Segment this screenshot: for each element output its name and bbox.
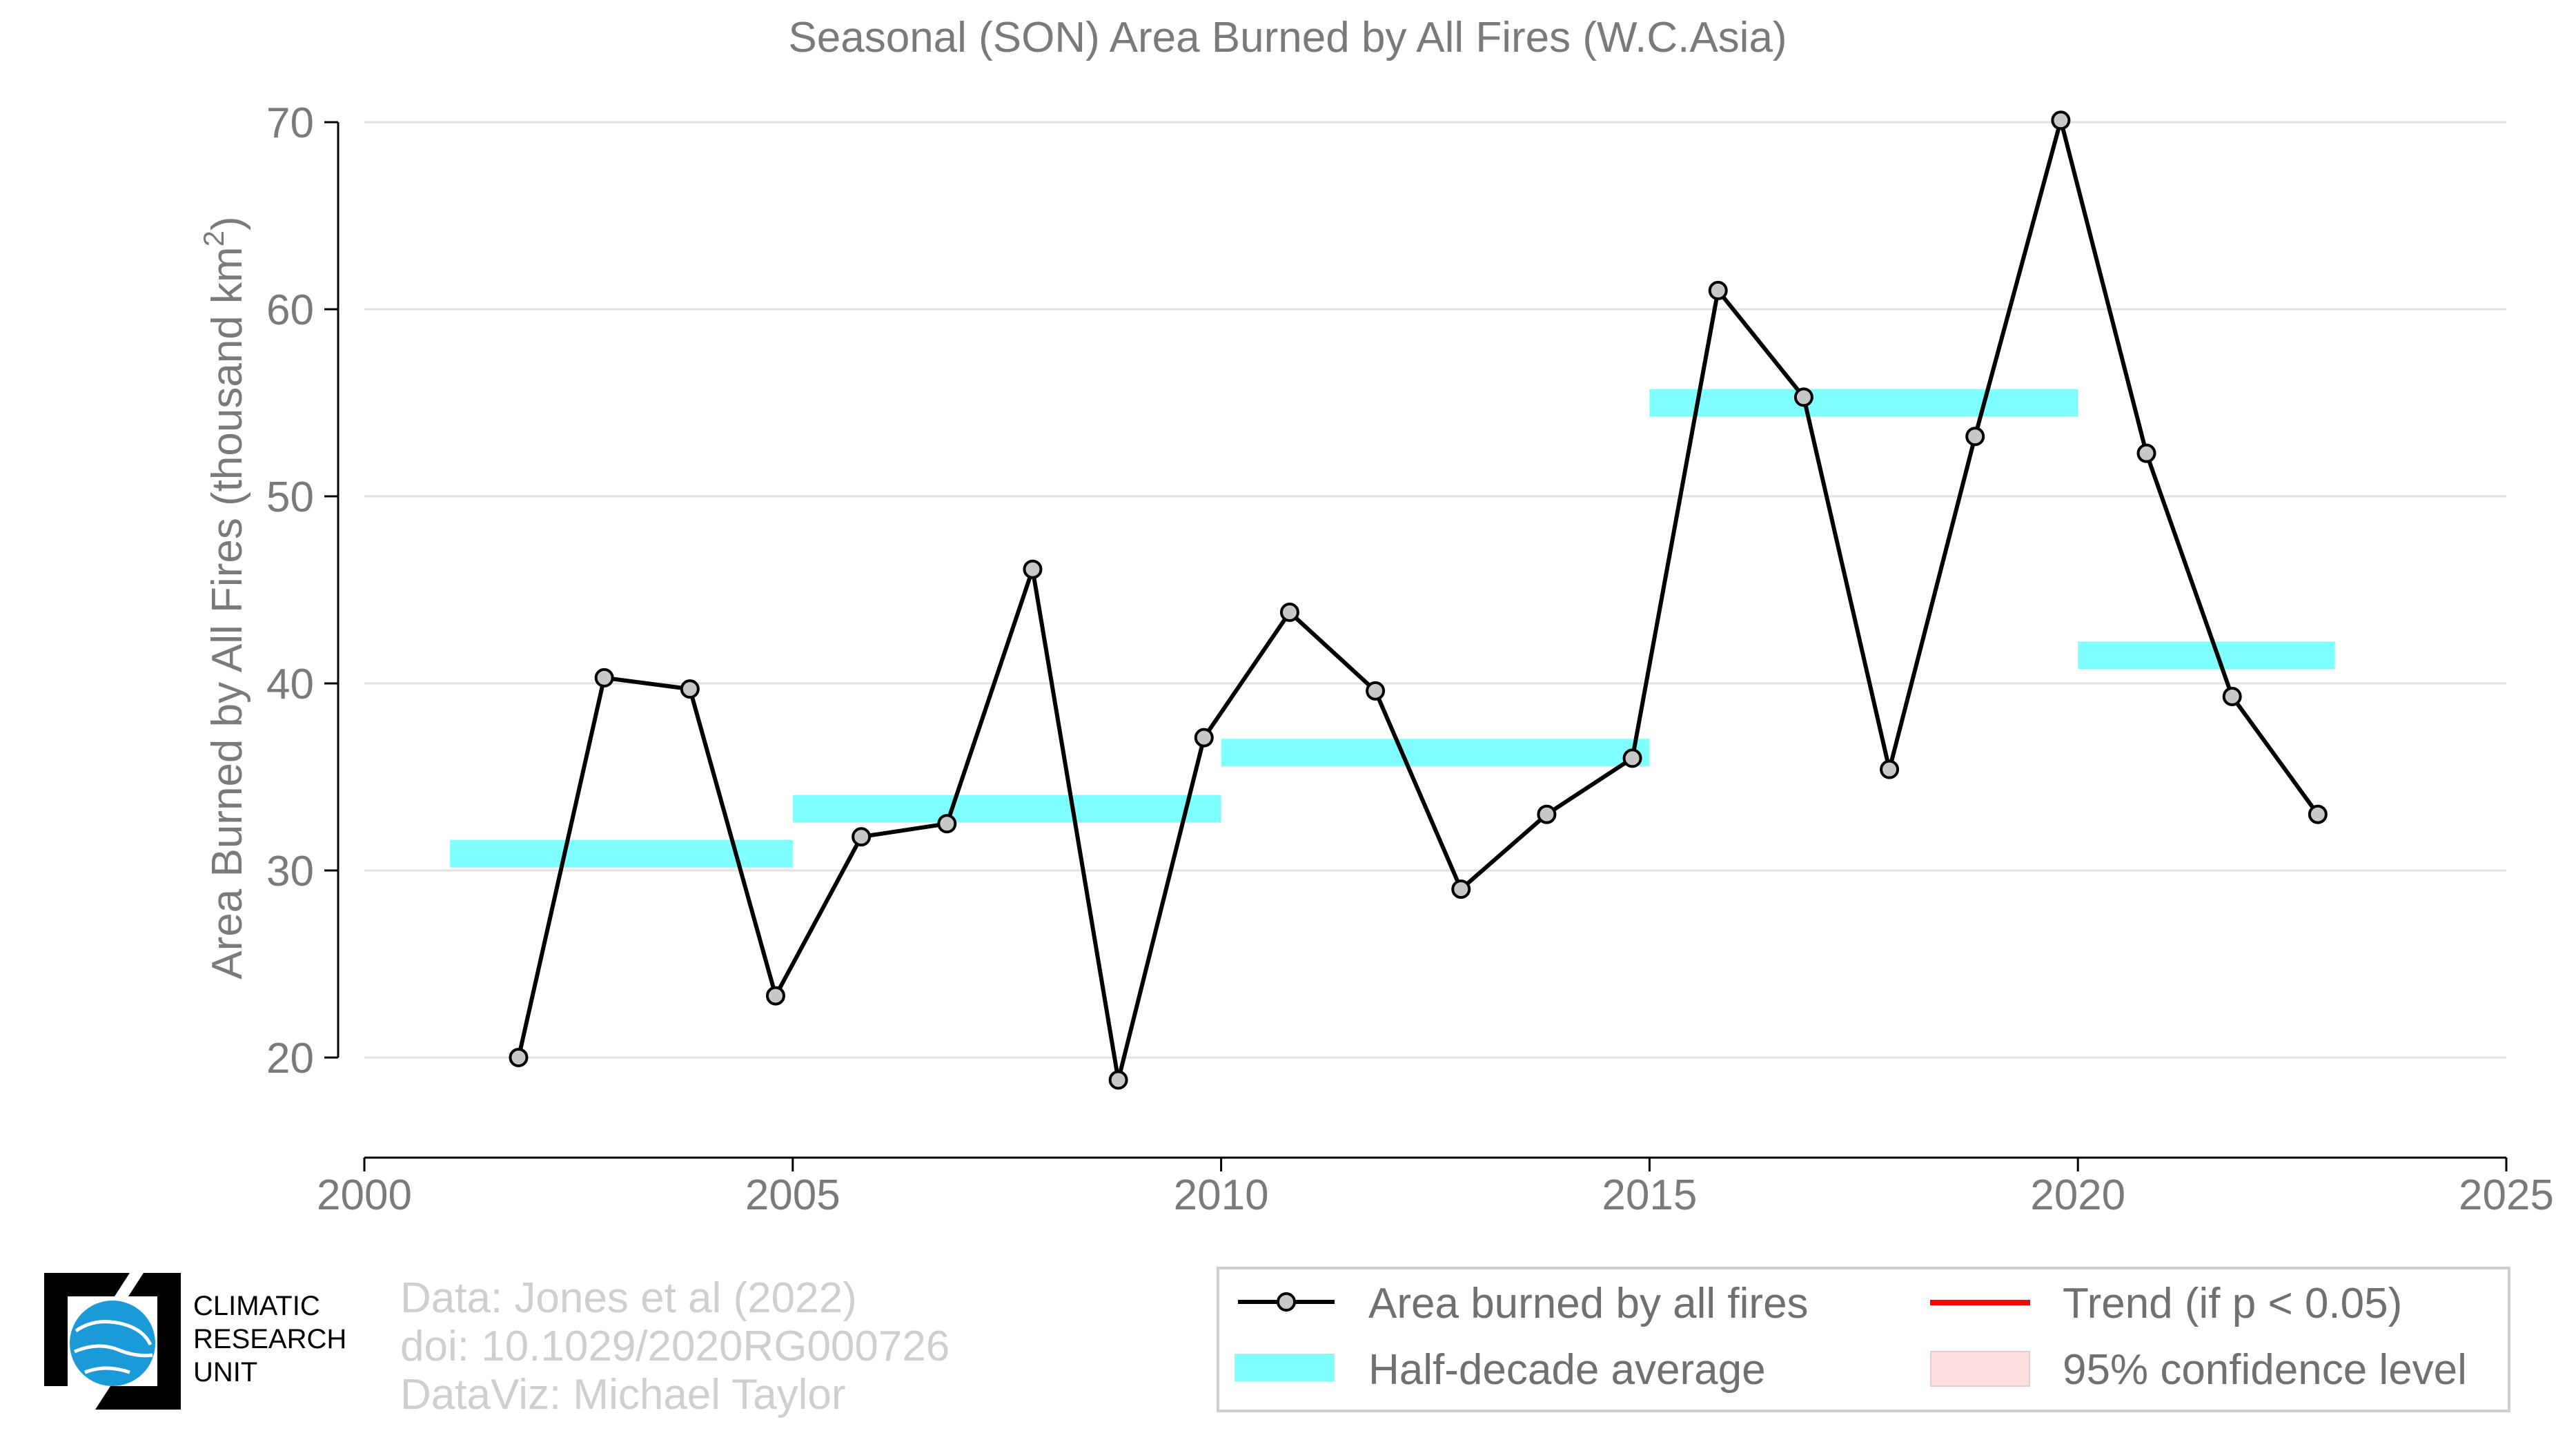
y-tick-label-30: 30 [266, 848, 314, 895]
x-tick-label-2020: 2020 [2030, 1171, 2125, 1219]
cru-logo [40, 1269, 185, 1414]
data-point-4 [852, 827, 872, 847]
half-decade-average-bar-2 [1221, 739, 1650, 767]
half-decade-average-bar-4 [2078, 641, 2335, 670]
data-point-11 [1451, 879, 1471, 899]
y-tick-label-50: 50 [266, 474, 314, 521]
data-point-9 [1279, 603, 1299, 623]
half-decade-average-bar-3 [1649, 389, 2078, 417]
data-point-3 [765, 986, 785, 1006]
series-markers [509, 110, 2328, 1090]
y-tick-label-20: 20 [266, 1035, 314, 1082]
y-tick-label-70: 70 [266, 99, 314, 147]
data-point-8 [1194, 728, 1214, 748]
half-decade-average-bar-1 [792, 795, 1221, 823]
credit-doi: doi: 10.1029/2020RG000726 [400, 1323, 950, 1370]
data-point-18 [2051, 110, 2071, 130]
x-tick-label-2015: 2015 [1602, 1171, 1697, 1219]
data-point-13 [1622, 748, 1642, 768]
cru-logo-mark [44, 1273, 181, 1410]
data-point-7 [1108, 1070, 1128, 1090]
data-point-0 [509, 1048, 529, 1067]
legend-line-marker-icon [1238, 1292, 1335, 1312]
legend-label-confidence: 95% confidence level [2063, 1346, 2467, 1394]
logo-line-3: UNIT [193, 1357, 258, 1387]
data-point-5 [937, 814, 957, 834]
logo-line-2: RESEARCH [193, 1324, 347, 1354]
y-axis-ticks: 20 30 40 50 60 70 [266, 99, 338, 1082]
x-tick-label-2005: 2005 [745, 1171, 840, 1219]
legend-label-trend: Trend (if p < 0.05) [2063, 1280, 2403, 1327]
legend-confidence-swatch [1930, 1351, 2030, 1387]
cru-logo-text: CLIMATIC RESEARCH UNIT [193, 1289, 346, 1389]
legend-trend-swatch [1930, 1300, 2030, 1305]
legend: Area burned by all fires Trend (if p < 0… [1217, 1267, 2510, 1412]
series-line-area-burned [516, 118, 2320, 1082]
y-tick-label-40: 40 [266, 661, 314, 708]
half-decade-average-bars [450, 389, 2335, 868]
data-point-19 [2136, 443, 2156, 463]
credit-data: Data: Jones et al (2022) [400, 1274, 857, 1322]
credits: Data: Jones et al (2022) doi: 10.1029/20… [400, 1274, 950, 1419]
x-tick-label-2025: 2025 [2459, 1171, 2554, 1219]
data-point-20 [2222, 686, 2242, 706]
data-point-21 [2308, 804, 2328, 824]
credit-dataviz: DataViz: Michael Taylor [400, 1371, 846, 1419]
chart-title: Seasonal (SON) Area Burned by All Fires … [788, 14, 1787, 61]
logo-line-1: CLIMATIC [193, 1291, 320, 1321]
data-point-16 [1880, 759, 1900, 779]
legend-label-series: Area burned by all fires [1368, 1280, 1809, 1327]
data-point-10 [1366, 681, 1386, 701]
data-point-6 [1023, 559, 1043, 579]
legend-average-swatch [1235, 1354, 1335, 1381]
y-tick-label-60: 60 [266, 286, 314, 334]
legend-label-average: Half-decade average [1368, 1346, 1766, 1394]
data-point-2 [680, 679, 700, 699]
half-decade-average-bar-0 [450, 839, 793, 868]
data-point-15 [1793, 387, 1813, 407]
data-point-17 [1965, 427, 1985, 447]
x-tick-label-2000: 2000 [317, 1171, 412, 1219]
x-tick-label-2010: 2010 [1174, 1171, 1269, 1219]
data-point-12 [1537, 804, 1557, 824]
data-point-1 [594, 668, 614, 688]
data-point-14 [1708, 280, 1728, 300]
x-axis-ticks: 2000 2005 2010 2015 2020 2025 [317, 1158, 2554, 1219]
y-axis-label: Area Burned by All Fires (thousand km2) [197, 216, 251, 979]
grid-lines [364, 121, 2506, 1059]
